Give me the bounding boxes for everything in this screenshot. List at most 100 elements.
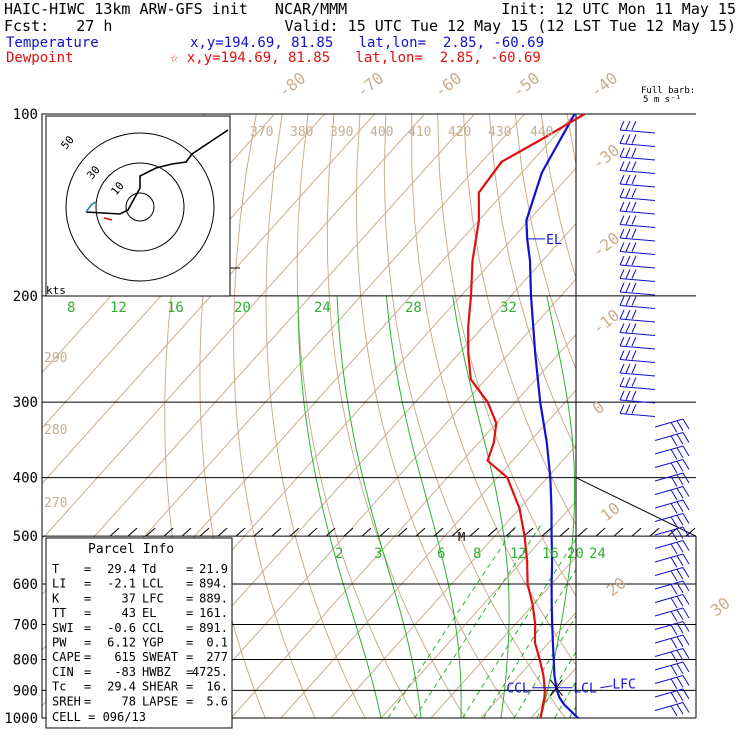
wind-barb bbox=[619, 228, 656, 242]
dewpoint-location: ☆ x,y=194.69, 81.85 lat,lon= 2.85, -60.6… bbox=[170, 50, 541, 66]
ccl-label: CCL bbox=[506, 682, 530, 697]
isotherm-label: -10 bbox=[589, 305, 623, 338]
barb-flag bbox=[631, 296, 637, 306]
hatch-mark bbox=[235, 527, 246, 537]
moist-adiabat bbox=[581, 296, 670, 718]
barb-flag bbox=[682, 702, 690, 713]
wind-barb bbox=[654, 580, 690, 595]
parcel-label: SHEAR bbox=[142, 680, 179, 694]
wind-barb bbox=[619, 363, 656, 377]
melting-level-label: M bbox=[458, 530, 465, 544]
wind-barb bbox=[654, 702, 690, 717]
parcel-eq: = bbox=[84, 621, 91, 635]
mixing-ratio-label: 20 bbox=[567, 546, 584, 562]
parcel-eq: = bbox=[84, 591, 91, 605]
mixing-ratio-label: 6 bbox=[437, 546, 445, 562]
hatch-mark bbox=[181, 527, 192, 537]
wind-barb bbox=[654, 607, 690, 622]
barb-flag bbox=[676, 582, 684, 593]
barb-flag bbox=[676, 555, 684, 566]
barb-flag bbox=[631, 120, 637, 131]
parcel-eq: = bbox=[186, 650, 193, 664]
parcel-label: LAPSE bbox=[142, 694, 178, 708]
barb-shaft bbox=[654, 688, 684, 698]
wind-barb bbox=[654, 432, 690, 447]
parcel-value: 615 bbox=[114, 650, 136, 664]
pressure-label: 400 bbox=[13, 471, 38, 487]
barb-flag bbox=[682, 472, 690, 484]
profile-lines: EL CCL LCL LFC M bbox=[458, 113, 636, 719]
parcel-value: -0.6 bbox=[107, 621, 136, 635]
isotherm-label: -50 bbox=[509, 68, 543, 101]
dry-adiabat bbox=[671, 114, 740, 718]
wind-barb bbox=[619, 161, 656, 174]
barb-flag bbox=[670, 705, 678, 717]
hatch-mark bbox=[451, 527, 462, 537]
barb-shaft bbox=[619, 197, 656, 201]
barb-flag bbox=[676, 609, 684, 620]
barb-flag bbox=[619, 269, 625, 279]
theta-label: 400 bbox=[370, 125, 393, 140]
isotherm-line bbox=[42, 114, 375, 485]
barb-flag bbox=[676, 460, 684, 472]
dry-adiabat bbox=[326, 114, 466, 719]
wind-barb bbox=[654, 445, 690, 460]
barb-flag bbox=[625, 215, 631, 225]
barb-flag bbox=[619, 201, 625, 212]
theta-label: 390 bbox=[330, 125, 353, 140]
dry-adiabat bbox=[265, 114, 366, 719]
barb-flag bbox=[631, 350, 637, 360]
barb-flag bbox=[625, 147, 631, 158]
parcel-label: TT bbox=[52, 606, 66, 620]
barb-flag bbox=[619, 120, 625, 131]
dry-adiabat bbox=[593, 114, 740, 718]
parcel-value: 0.1 bbox=[206, 636, 228, 650]
hatch-mark bbox=[613, 527, 624, 537]
parcel-label: CCL bbox=[142, 621, 164, 635]
wind-barb bbox=[619, 336, 656, 350]
barb-flag bbox=[682, 567, 690, 578]
barb-flag bbox=[670, 516, 678, 528]
barb-flag bbox=[682, 648, 690, 659]
mixing-ratio-label: 2 bbox=[335, 546, 343, 562]
barb-shaft bbox=[654, 459, 684, 468]
theta-label: 430 bbox=[488, 125, 511, 140]
wind-barb bbox=[619, 350, 656, 363]
barb-flag bbox=[625, 309, 631, 320]
barb-shaft bbox=[619, 413, 656, 417]
mixing-ratio-line bbox=[513, 615, 576, 719]
barb-panel-edge bbox=[575, 477, 697, 537]
wind-barb bbox=[654, 553, 690, 568]
mixing-ratio-label: 3 bbox=[374, 546, 382, 562]
isotherm-label: -30 bbox=[589, 140, 623, 173]
barb-shaft bbox=[654, 540, 684, 549]
barb-flag bbox=[631, 390, 637, 401]
barb-shaft bbox=[654, 432, 684, 441]
hatch-mark bbox=[433, 527, 444, 537]
hatch-mark bbox=[523, 527, 534, 537]
theta-label: 280 bbox=[44, 423, 67, 438]
barb-flag bbox=[625, 296, 631, 306]
barb-flag bbox=[625, 174, 631, 185]
isotherm-line bbox=[380, 500, 576, 719]
barb-flag bbox=[619, 161, 625, 171]
mixing-ratio-label: 16 bbox=[542, 546, 559, 562]
wind-barb bbox=[619, 377, 656, 390]
barb-flag bbox=[682, 486, 690, 497]
lcl-label: LCL bbox=[573, 682, 597, 697]
parcel-label: SREH bbox=[52, 694, 81, 708]
forecast-hour: Fcst: 27 h bbox=[4, 17, 113, 35]
barb-flag bbox=[676, 690, 684, 701]
hatch-mark bbox=[397, 527, 408, 537]
wind-barb bbox=[654, 648, 690, 663]
barb-flag bbox=[670, 462, 678, 474]
wind-barb bbox=[619, 120, 656, 134]
barb-flag bbox=[631, 255, 637, 266]
wind-barb bbox=[619, 147, 656, 161]
parcel-eq: = bbox=[84, 636, 91, 650]
barb-flag bbox=[670, 624, 678, 636]
hodograph-trace bbox=[85, 129, 229, 215]
wind-barb bbox=[654, 459, 690, 474]
dry-adiabat bbox=[697, 114, 740, 718]
